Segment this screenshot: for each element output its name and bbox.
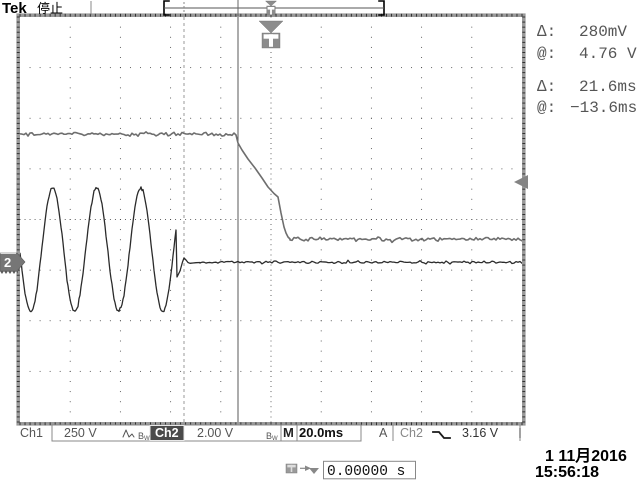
svg-text:3.16 V: 3.16 V xyxy=(462,426,499,440)
svg-text:∆:: ∆: xyxy=(537,23,556,41)
svg-text:1 11月2016: 1 11月2016 xyxy=(545,447,627,465)
svg-text:@:: @: xyxy=(537,45,556,63)
svg-text:20.0ms: 20.0ms xyxy=(299,425,343,440)
svg-text:2: 2 xyxy=(4,255,11,270)
svg-text:2.00 V: 2.00 V xyxy=(197,426,234,440)
svg-text:A: A xyxy=(379,426,388,440)
svg-text:@:: @: xyxy=(537,99,556,117)
svg-text:280mV: 280mV xyxy=(579,23,627,41)
svg-text:0.00000 s: 0.00000 s xyxy=(327,464,405,480)
svg-text:21.6ms: 21.6ms xyxy=(579,78,637,96)
svg-text:Ch2: Ch2 xyxy=(400,426,423,440)
svg-text:Tek: Tek xyxy=(2,0,27,17)
svg-text:∆:: ∆: xyxy=(537,78,556,96)
svg-text:250 V: 250 V xyxy=(64,426,97,440)
svg-text:停止: 停止 xyxy=(37,1,63,16)
svg-text:Ch2: Ch2 xyxy=(155,426,179,440)
svg-text:4.76 V: 4.76 V xyxy=(579,45,637,63)
svg-text:M: M xyxy=(283,425,294,440)
svg-text:Ch1: Ch1 xyxy=(20,426,43,440)
svg-text:−13.6ms: −13.6ms xyxy=(570,99,637,117)
svg-text:15:56:18: 15:56:18 xyxy=(535,464,599,480)
